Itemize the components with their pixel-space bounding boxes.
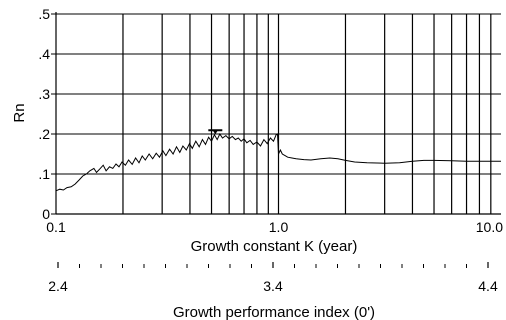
grid xyxy=(56,13,501,214)
x-tick-label: 10.0 xyxy=(476,219,503,235)
secondary-tick-label: 3.4 xyxy=(263,278,283,294)
y-tick-label: .2 xyxy=(38,126,50,142)
secondary-tick-label: 2.4 xyxy=(48,278,68,294)
series-line xyxy=(55,132,501,192)
secondary-axis-title: Growth performance index (0') xyxy=(173,304,375,320)
peak-marker xyxy=(208,129,223,135)
series-layer xyxy=(55,129,501,192)
y-tick-label: .3 xyxy=(38,86,50,102)
secondary-tick-label: 4.4 xyxy=(478,278,498,294)
x-tick-label: 0.1 xyxy=(46,219,66,235)
y-axis-title: Rn xyxy=(11,103,28,122)
secondary-axis: 2.4 3.4 4.4 xyxy=(48,262,498,294)
x-axis-title: Growth constant K (year) xyxy=(191,238,358,255)
tick-labels: 0.1.2.3.4.50.1 1.0 10.0 xyxy=(38,6,503,235)
y-tick-label: .1 xyxy=(38,166,50,182)
y-tick-label: .5 xyxy=(38,6,50,22)
x-tick-label: 1.0 xyxy=(269,219,289,235)
y-tick-label: .4 xyxy=(38,46,50,62)
y-tick-label: 0 xyxy=(42,206,50,222)
axes xyxy=(51,12,501,215)
